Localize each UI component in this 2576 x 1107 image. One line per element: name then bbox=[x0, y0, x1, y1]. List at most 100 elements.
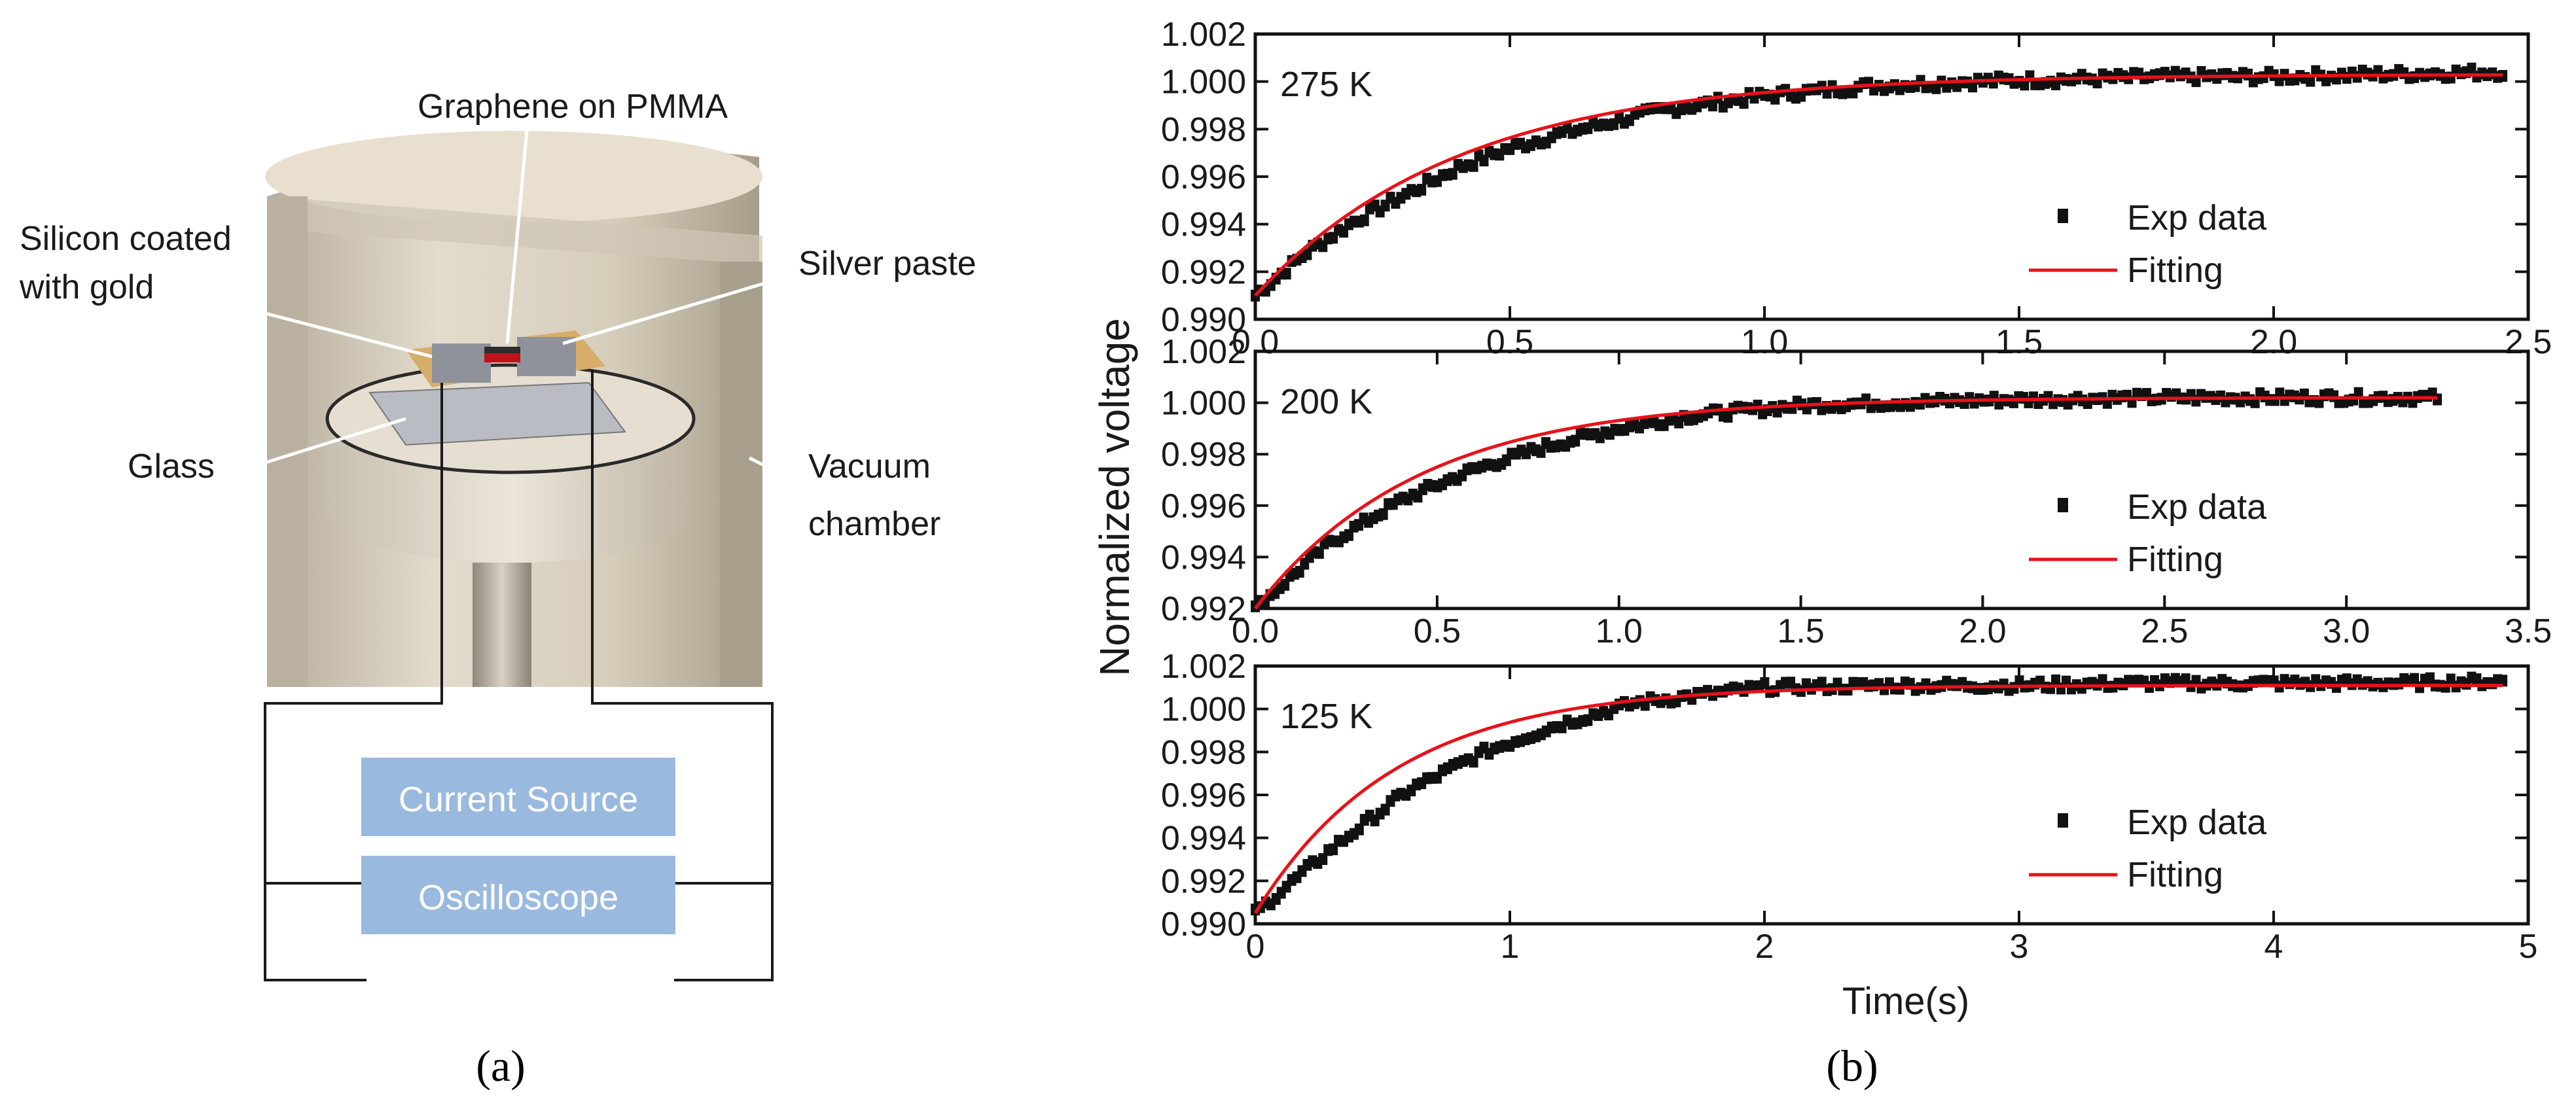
legend-fit-label: Fitting bbox=[2127, 855, 2223, 894]
exp-data-point bbox=[1417, 183, 1427, 196]
series-fitting-line bbox=[1253, 684, 2503, 914]
y-tick-label: 0.998 bbox=[1161, 733, 1246, 771]
legend-exp-marker bbox=[2058, 813, 2068, 828]
oscilloscope-label: Oscilloscope bbox=[418, 878, 618, 917]
chamber-inner-wall-right bbox=[720, 262, 762, 687]
y-tick-label: 0.996 bbox=[1161, 487, 1246, 525]
y-tick-label: 0.998 bbox=[1161, 111, 1246, 149]
exp-data-point bbox=[1314, 547, 1324, 559]
callout-vacuum bbox=[748, 456, 783, 476]
x-tick-label: 0.5 bbox=[1414, 612, 1461, 650]
label-silver: Silver paste bbox=[798, 245, 976, 283]
legend-exp-marker bbox=[2058, 498, 2068, 512]
x-tick-label: 2.0 bbox=[2250, 323, 2297, 361]
y-tick-label: 1.000 bbox=[1161, 63, 1246, 101]
temperature-annotation: 125 K bbox=[1280, 697, 1372, 736]
exp-data-point bbox=[1378, 508, 1388, 520]
legend-exp-label: Exp data bbox=[2127, 803, 2267, 842]
legend-exp-label: Exp data bbox=[2127, 487, 2267, 527]
series-exp-data bbox=[1251, 671, 2508, 916]
y-tick-label: 1.000 bbox=[1161, 385, 1246, 423]
x-tick-label: 2.0 bbox=[1959, 612, 2006, 650]
y-axis-label: Normalized voltage bbox=[1091, 318, 1138, 676]
exp-data-point bbox=[1354, 823, 1364, 835]
exp-data-point bbox=[2306, 75, 2316, 87]
legend-exp-label: Exp data bbox=[2127, 198, 2267, 237]
exp-data-point bbox=[2353, 387, 2363, 399]
exp-data-point bbox=[1448, 167, 1458, 180]
y-tick-label: 1.000 bbox=[1161, 691, 1246, 729]
plot-frame bbox=[1253, 664, 2530, 926]
wire-right bbox=[591, 370, 774, 885]
y-tick-label: 1.002 bbox=[1161, 16, 1246, 54]
y-tick-label: 1.002 bbox=[1161, 333, 1246, 371]
x-tick-label: 0.0 bbox=[1232, 612, 1279, 650]
current-source-box bbox=[361, 758, 675, 836]
legend-fit-label: Fitting bbox=[2127, 251, 2223, 290]
caption-b: (b) bbox=[1826, 1041, 1878, 1091]
x-tick-label: 1.0 bbox=[1741, 323, 1788, 361]
exp-data-point bbox=[1359, 214, 1369, 226]
y-tick-label: 0.992 bbox=[1161, 253, 1246, 291]
y-tick-label: 0.998 bbox=[1161, 436, 1246, 474]
plot-frame bbox=[1253, 349, 2530, 610]
exp-data-point bbox=[1469, 160, 1478, 172]
oscilloscope-box bbox=[361, 856, 675, 934]
y-tick-label: 0.996 bbox=[1161, 777, 1246, 815]
x-tick-label: 1.0 bbox=[1596, 612, 1643, 650]
y-tick-label: 0.990 bbox=[1161, 301, 1246, 339]
y-tick-label: 0.992 bbox=[1161, 862, 1246, 900]
chamber-inner-wall-left bbox=[268, 196, 308, 687]
callout-silver bbox=[562, 276, 783, 345]
graphene-strip bbox=[484, 353, 520, 362]
wire-right-osc bbox=[674, 883, 774, 981]
y-tick-label: 0.994 bbox=[1161, 820, 1246, 858]
x-tick-label: 2 bbox=[1755, 928, 1774, 966]
x-tick-label: 0 bbox=[1246, 928, 1265, 966]
y-tick-label: 1.002 bbox=[1161, 648, 1246, 686]
x-tick-label: 0.5 bbox=[1486, 323, 1533, 361]
x-tick-label: 5 bbox=[2519, 928, 2538, 966]
y-tick-label: 0.994 bbox=[1161, 538, 1246, 576]
legend-exp-marker bbox=[2058, 209, 2068, 223]
callout-silicon bbox=[255, 309, 433, 359]
exp-data-point bbox=[1318, 853, 1328, 866]
pmma-layer bbox=[484, 347, 520, 353]
callout-graphene bbox=[505, 130, 529, 344]
label-glass: Glass bbox=[128, 448, 215, 485]
series-fitting-line bbox=[1254, 396, 2438, 610]
x-tick-label: 1.5 bbox=[1995, 323, 2043, 361]
temperature-annotation: 200 K bbox=[1280, 382, 1372, 421]
chart-1: 0.992 0.994 0.996 0.998 1.000 1.002 0.0 0.5 1.0 1… bbox=[1161, 333, 2552, 650]
series-fitting-line bbox=[1254, 73, 2503, 297]
exp-data-point bbox=[1281, 268, 1291, 280]
x-tick-label: 2.5 bbox=[2141, 612, 2188, 650]
x-tick-label: 4 bbox=[2264, 928, 2283, 966]
y-tick-label: 0.992 bbox=[1161, 590, 1246, 628]
label-silicon-line2: with gold bbox=[19, 268, 154, 306]
x-tick-label: 3.0 bbox=[2323, 612, 2370, 650]
panel-b-charts: Normalized voltage Time(s) 0.990 0.992 0.9… bbox=[1091, 16, 2552, 1091]
chamber-cutaway bbox=[268, 196, 762, 687]
silicon-block-left bbox=[432, 343, 491, 383]
exp-data-point bbox=[1739, 97, 1749, 109]
label-silicon-line1: Silicon coated bbox=[20, 220, 232, 258]
exp-data-point bbox=[1280, 578, 1290, 591]
chart-2: 0.990 0.992 0.994 0.996 0.998 1.000 1.002 0 1 2 3 4… bbox=[1161, 648, 2538, 966]
label-graphene: Graphene on PMMA bbox=[418, 88, 728, 126]
label-vacuum-line2: chamber bbox=[808, 505, 940, 543]
exp-data-point bbox=[1469, 756, 1478, 768]
exp-data-point bbox=[2433, 393, 2442, 406]
legend-fit-label: Fitting bbox=[2127, 540, 2223, 579]
series-exp-data bbox=[1251, 62, 2508, 302]
x-tick-label: 1 bbox=[1501, 928, 1520, 966]
x-tick-label: 3 bbox=[2010, 928, 2029, 966]
exp-data-point bbox=[2498, 675, 2508, 687]
y-tick-label: 0.994 bbox=[1161, 206, 1246, 244]
x-axis-label: Time(s) bbox=[1842, 980, 1969, 1023]
wire-left-osc bbox=[264, 883, 367, 981]
label-vacuum-line1: Vacuum bbox=[808, 448, 931, 485]
panel-a-schematic: Graphene on PMMA Silicon coated with gol… bbox=[19, 88, 976, 1091]
